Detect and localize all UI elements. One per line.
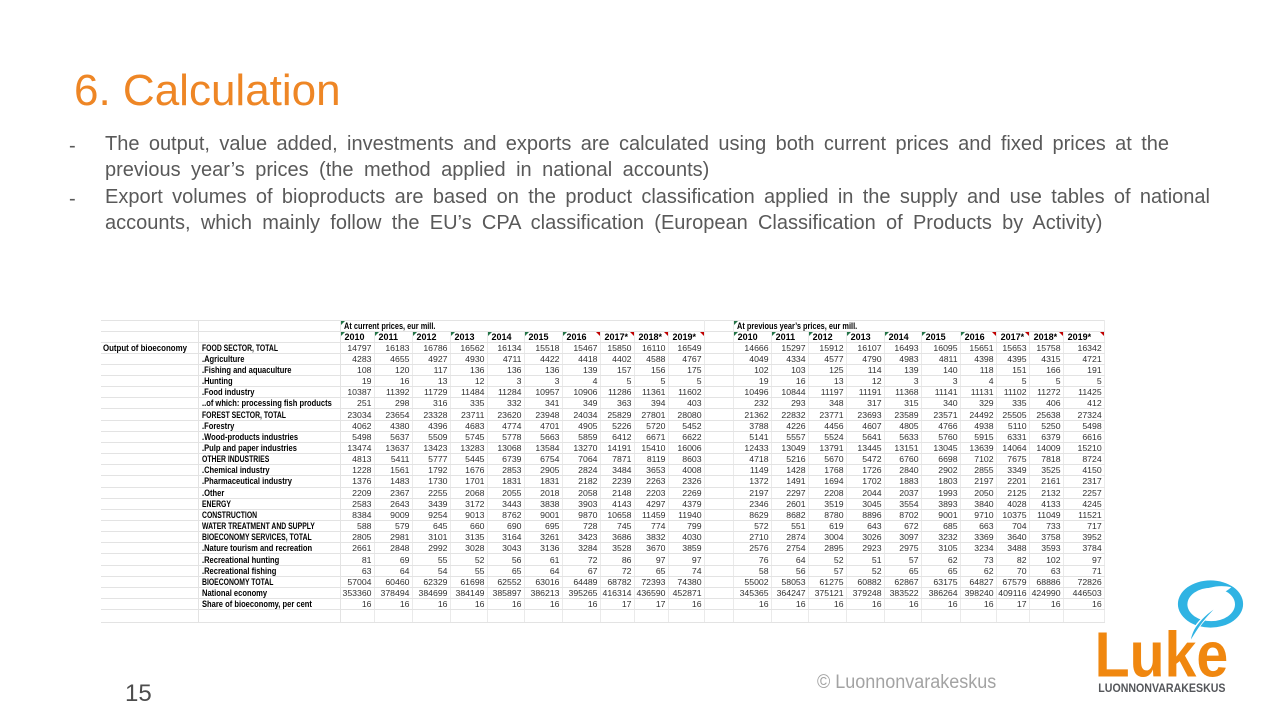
svg-text:Luke: Luke [1095,619,1229,691]
svg-text:LUONNONVARAKESKUS: LUONNONVARAKESKUS [1098,682,1226,695]
